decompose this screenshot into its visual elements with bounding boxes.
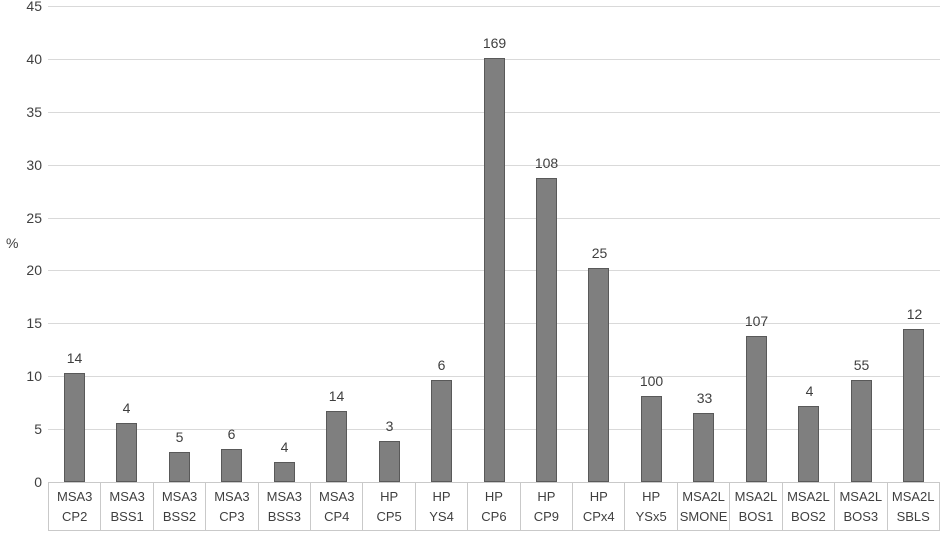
bar-CP3 [221, 449, 242, 482]
bar-data-label-SBLS: 12 [906, 306, 923, 322]
category-name-label: YS4 [429, 509, 454, 525]
y-tick-label-20: 20 [26, 262, 42, 278]
category-name-label: CP4 [324, 509, 350, 525]
category-name-label: SBLS [896, 509, 930, 525]
category-cell-CP3: MSA3 CP3 [205, 483, 257, 530]
bar-CP9 [536, 178, 557, 482]
bar-data-label-CP2: 14 [66, 350, 83, 366]
category-group-label: HP [537, 488, 556, 504]
category-group-label: MSA3 [57, 488, 93, 504]
category-cell-BOS2: MSA2L BOS2 [781, 483, 834, 530]
y-axis-title: % [6, 235, 19, 251]
category-cell-CP2: MSA3 CP2 [49, 483, 100, 530]
bar-data-label-SMONE: 33 [696, 390, 713, 406]
category-group-label: MSA2L [891, 488, 935, 504]
bar-CP2 [64, 373, 85, 482]
category-cell-BOS1: MSA2L BOS1 [729, 483, 781, 530]
gridline-45 [48, 6, 940, 7]
y-tick-label-15: 15 [26, 315, 42, 331]
bar-data-label-CP6: 169 [482, 35, 507, 51]
category-cell-SMONE: MSA2L SMONE [676, 483, 729, 530]
bar-data-label-BSS3: 4 [280, 439, 289, 455]
y-tick-label-30: 30 [26, 157, 42, 173]
category-group-label: MSA3 [319, 488, 355, 504]
category-group-label: MSA2L [839, 488, 883, 504]
bar-data-label-YSx5: 100 [639, 373, 664, 389]
bar-BSS2 [169, 452, 190, 482]
category-group-label: MSA3 [109, 488, 145, 504]
y-tick-label-40: 40 [26, 51, 42, 67]
bar-BOS1 [746, 336, 767, 482]
category-group-label: HP [642, 488, 661, 504]
y-tick-label-35: 35 [26, 104, 42, 120]
bar-BOS2 [798, 406, 819, 482]
bar-BSS1 [116, 423, 137, 482]
category-group-label: MSA3 [161, 488, 198, 504]
category-group-label: HP [589, 488, 608, 504]
bar-CP4 [326, 411, 347, 482]
category-name-label: BSS2 [162, 509, 197, 525]
y-tick-label-10: 10 [26, 368, 42, 384]
category-name-label: BSS3 [267, 509, 301, 525]
category-cell-CPx4: HP CPx4 [572, 483, 624, 530]
category-name-label: CPx4 [582, 509, 615, 525]
category-name-label: CP6 [481, 509, 507, 525]
category-cell-CP9: HP CP9 [519, 483, 572, 530]
bar-data-label-BOS3: 55 [853, 357, 870, 373]
category-cell-BSS2: MSA3 BSS2 [152, 483, 205, 530]
bar-data-label-CP9: 108 [534, 155, 559, 171]
category-cell-CP5: HP CP5 [362, 483, 414, 530]
category-name-label: BOS1 [738, 509, 774, 525]
bar-BSS3 [274, 462, 295, 482]
category-name-label: CP3 [219, 509, 245, 525]
bar-CP5 [379, 441, 400, 482]
category-cell-YSx5: HP YSx5 [624, 483, 676, 530]
bar-YSx5 [641, 396, 662, 482]
bar-BOS3 [851, 380, 872, 482]
category-name-label: YSx5 [635, 509, 667, 525]
category-cell-BOS3: MSA2L BOS3 [834, 483, 886, 530]
bar-CPx4 [588, 268, 609, 482]
y-tick-label-5: 5 [34, 421, 42, 437]
bar-data-label-BOS1: 107 [744, 313, 769, 329]
category-cell-CP6: HP CP6 [467, 483, 519, 530]
category-group-label: HP [484, 488, 503, 504]
category-name-label: BOS2 [791, 509, 826, 525]
category-cell-YS4: HP YS4 [414, 483, 467, 530]
bar-YS4 [431, 380, 452, 482]
category-group-label: HP [432, 488, 451, 504]
bar-data-label-BOS2: 4 [805, 383, 814, 399]
category-group-label: MSA2L [734, 488, 778, 504]
bar-data-label-BSS1: 4 [122, 400, 131, 416]
bar-data-label-CPx4: 25 [591, 245, 608, 261]
category-name-label: CP9 [533, 509, 559, 525]
category-name-label: BOS3 [843, 509, 879, 525]
bar-data-label-CP4: 14 [328, 388, 345, 404]
bar-SMONE [693, 413, 714, 482]
category-group-label: MSA2L [682, 488, 725, 504]
category-group-label: HP [380, 488, 399, 504]
bar-data-label-YS4: 6 [437, 357, 446, 373]
category-group-label: MSA3 [266, 488, 303, 504]
y-tick-label-0: 0 [34, 474, 42, 490]
category-name-label: CP2 [62, 509, 88, 525]
y-tick-label-25: 25 [26, 210, 42, 226]
bar-data-label-BSS2: 5 [175, 429, 184, 445]
bar-CP6 [484, 58, 505, 482]
category-group-label: MSA3 [214, 488, 250, 504]
category-group-label: MSA2L [787, 488, 830, 504]
category-name-label: CP5 [376, 509, 402, 525]
y-tick-label-45: 45 [26, 0, 42, 14]
category-cell-CP4: MSA3 CP4 [310, 483, 362, 530]
bar-data-label-CP3: 6 [227, 426, 236, 442]
category-cell-BSS3: MSA3 BSS3 [257, 483, 310, 530]
bar-data-label-CP5: 3 [385, 418, 394, 434]
category-cell-BSS1: MSA3 BSS1 [100, 483, 152, 530]
category-cell-SBLS: MSA2L SBLS [886, 483, 939, 530]
x-axis-category-table: MSA3 CP2 MSA3 BSS1 MSA3 BSS2 MSA3 CP3 MSA3 BSS3 MS… [48, 482, 940, 531]
category-name-label: SMONE [679, 509, 728, 525]
category-name-label: BSS1 [110, 509, 144, 525]
bar-SBLS [903, 329, 924, 482]
